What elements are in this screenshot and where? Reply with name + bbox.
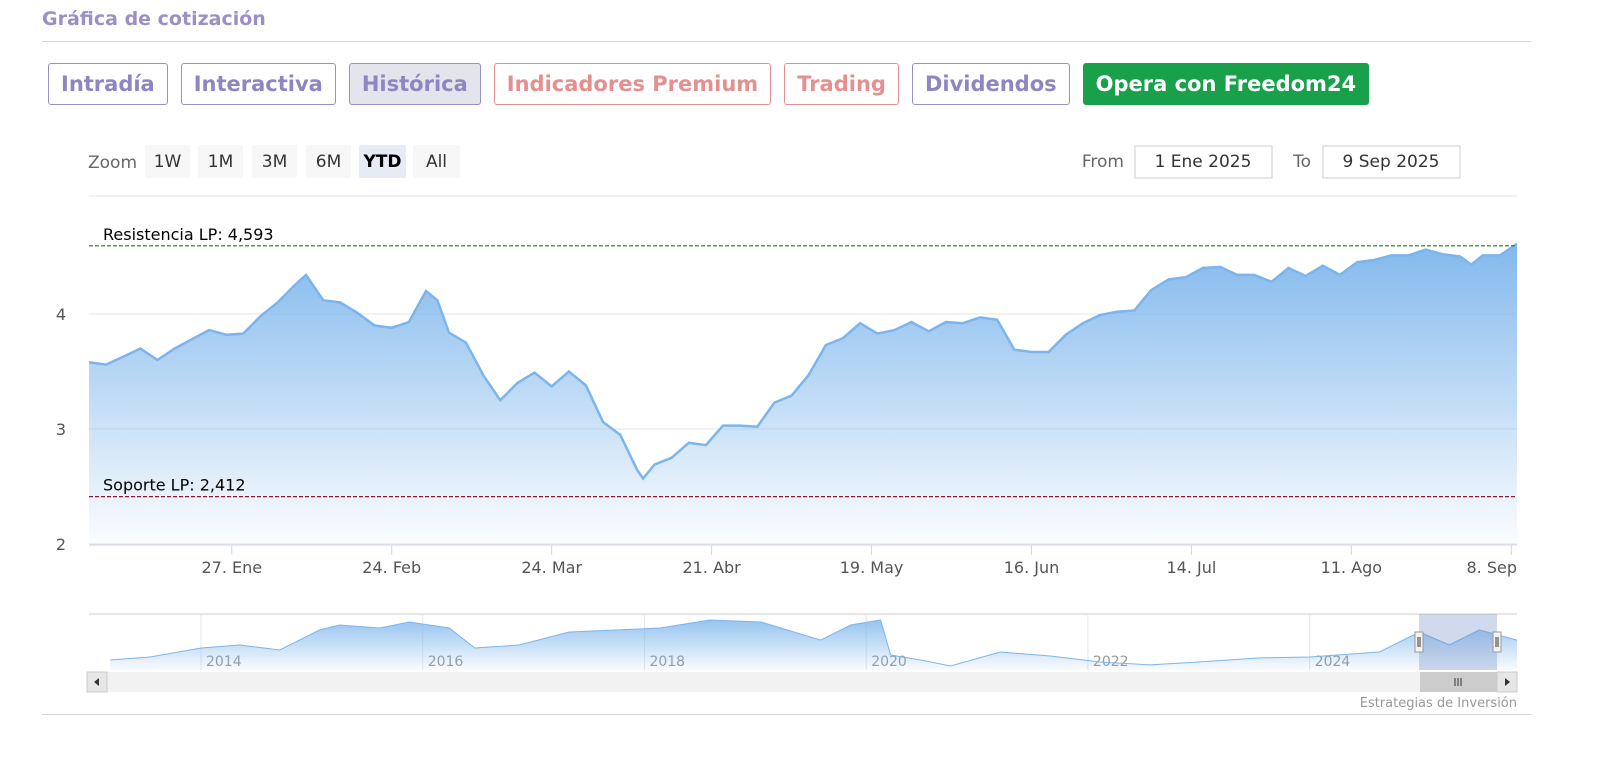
handle-grip — [1495, 637, 1499, 647]
y-tick-label: 2 — [56, 535, 66, 554]
x-tick-label: 11. Ago — [1321, 558, 1382, 577]
credits: Estrategias de Inversión — [1360, 696, 1517, 711]
page-title: Gráfica de cotización — [42, 8, 266, 30]
divider — [42, 714, 1531, 715]
x-tick-label: 14. Jul — [1166, 558, 1216, 577]
navigator-line — [110, 619, 1518, 667]
y-tick-label: 4 — [56, 305, 66, 324]
tab-button[interactable]: Indicadores Premium — [493, 63, 772, 105]
x-tick-label: 27. Ene — [201, 558, 262, 577]
price-area — [89, 243, 1517, 545]
tab-bar: Intradía Interactiva Histórica Indicadores … — [48, 63, 1370, 105]
navigator-area — [110, 620, 1518, 670]
plot-line-label: Resistencia LP: 4,593 — [103, 225, 274, 244]
scrollbar-track[interactable] — [87, 672, 1517, 692]
zoom-button[interactable] — [359, 145, 406, 178]
zoom-button[interactable] — [198, 145, 243, 178]
from-value: 1 Ene 2025 — [1155, 152, 1252, 172]
from-label: From — [1082, 152, 1124, 172]
navigator-handle[interactable] — [1414, 631, 1424, 653]
arrow-right — [1505, 678, 1510, 686]
thumb-grip — [1454, 678, 1462, 686]
x-tick-label: 24. Mar — [521, 558, 582, 577]
from-input[interactable] — [1134, 145, 1273, 179]
tab-button[interactable]: Interactiva — [180, 63, 336, 105]
zoom-button[interactable] — [413, 145, 460, 178]
tab-button[interactable]: Histórica — [348, 63, 481, 105]
tab-button[interactable]: Intradía — [48, 63, 168, 105]
arrow-left — [94, 678, 99, 686]
zoom-button-label: All — [426, 152, 447, 172]
to-input[interactable] — [1322, 145, 1461, 179]
zoom-button-label: 1W — [154, 152, 182, 172]
zoom-button-label: 6M — [316, 152, 341, 172]
x-tick-label: 24. Feb — [362, 558, 421, 577]
y-tick-label: 3 — [56, 420, 66, 439]
divider — [42, 41, 1531, 42]
x-tick-label: 8. Sep — [1466, 558, 1517, 577]
x-tick-label: 16. Jun — [1004, 558, 1060, 577]
zoom-button-label: 3M — [262, 152, 287, 172]
plot-line-label: Soporte LP: 2,412 — [103, 476, 246, 495]
zoom-button-label: YTD — [362, 152, 401, 172]
tab-button[interactable]: Trading — [784, 63, 899, 105]
x-tick-label: 19. May — [840, 558, 904, 577]
zoom-button[interactable] — [145, 145, 190, 178]
price-line — [88, 242, 1518, 481]
zoom-button-label: 1M — [208, 152, 233, 172]
tab-button[interactable]: Dividendos — [911, 63, 1070, 105]
tab-button[interactable]: Opera con Freedom24 — [1082, 63, 1370, 105]
to-value: 9 Sep 2025 — [1343, 152, 1440, 172]
navigator-selection[interactable] — [1419, 614, 1497, 670]
x-tick-label: 21. Abr — [682, 558, 741, 577]
zoom-button[interactable] — [306, 145, 351, 178]
to-label: To — [1292, 152, 1311, 172]
handle-grip — [1417, 637, 1421, 647]
zoom-label: Zoom — [88, 153, 137, 173]
navigator-handle[interactable] — [1492, 631, 1502, 653]
zoom-button[interactable] — [252, 145, 297, 178]
